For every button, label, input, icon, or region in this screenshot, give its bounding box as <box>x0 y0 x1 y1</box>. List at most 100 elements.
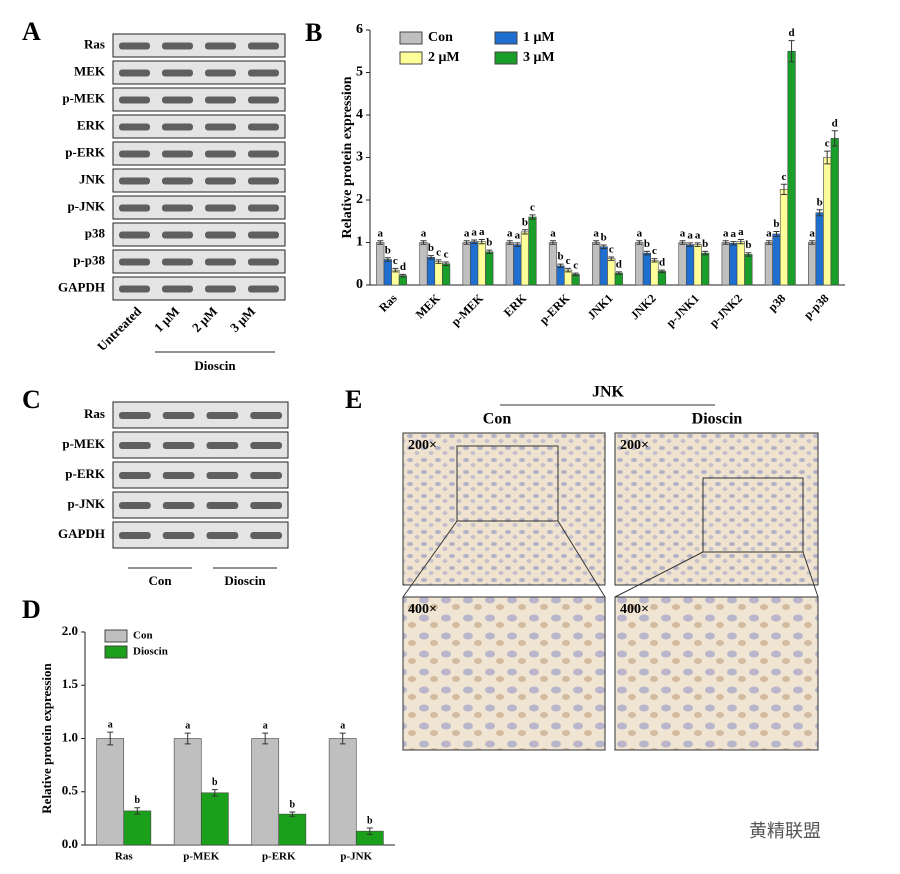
x-tick-label: p-JNK2 <box>706 291 745 330</box>
y-tick-label: 1.5 <box>62 676 79 691</box>
blot-band <box>119 204 150 212</box>
x-tick-label: p-JNK1 <box>663 291 702 330</box>
significance-letter: a <box>680 227 686 239</box>
significance-letter: b <box>428 242 434 254</box>
zoom-box <box>702 477 804 553</box>
error-bar <box>529 214 536 220</box>
ihc-column: Dioscin <box>692 411 743 428</box>
bar <box>807 242 817 286</box>
blot-band <box>119 177 150 185</box>
blot-row-label: p-JNK <box>67 496 105 511</box>
significance-letter: c <box>609 243 614 255</box>
bar <box>729 243 738 286</box>
x-tick-label: JNK2 <box>628 291 659 322</box>
error-bar <box>262 732 269 745</box>
bar <box>787 50 796 286</box>
blot-strip <box>112 222 286 247</box>
significance-letter: b <box>522 216 528 228</box>
legend-swatch <box>494 31 518 45</box>
blot-band <box>119 231 150 239</box>
blot-row-label: p-JNK <box>67 198 105 213</box>
bar <box>485 251 494 286</box>
bar <box>701 252 710 286</box>
bar <box>434 261 443 286</box>
significance-letter: d <box>400 261 406 273</box>
blot-band <box>205 258 236 266</box>
error-bar <box>600 244 607 249</box>
blot-band <box>248 69 279 77</box>
y-tick-label: 1 <box>356 235 363 250</box>
error-bar <box>730 241 737 246</box>
significance-letter: a <box>687 229 693 241</box>
significance-letter: a <box>723 227 729 239</box>
error-bar <box>134 807 141 815</box>
error-bar <box>486 249 493 255</box>
y-tick-label: 0 <box>356 277 363 292</box>
error-bar <box>788 40 795 63</box>
blot-band <box>162 472 195 479</box>
legend-label: Dioscin <box>133 646 168 658</box>
bar <box>657 271 667 286</box>
significance-letter: a <box>263 720 268 731</box>
blot-band <box>206 532 239 539</box>
blot-band <box>162 231 193 239</box>
bar <box>173 738 202 846</box>
bar <box>391 269 400 286</box>
bar <box>614 272 623 286</box>
blot-band <box>119 69 150 77</box>
blot-band <box>250 532 282 539</box>
watermark: 黄精联盟 <box>749 821 821 841</box>
significance-letter: c <box>436 246 441 258</box>
ihc-column: Con <box>483 411 512 428</box>
blot-band <box>206 502 239 509</box>
lane-label: 3 μM <box>227 304 258 335</box>
significance-letter: a <box>471 226 477 238</box>
bar <box>744 254 753 286</box>
blot-band <box>119 472 151 479</box>
bar <box>823 157 832 286</box>
blot-band <box>162 69 193 77</box>
significance-letter: b <box>212 777 218 788</box>
x-tick-label: p-MEK <box>183 851 220 863</box>
legend-label: 1 μM <box>523 30 555 45</box>
magnification: 400× <box>408 602 437 617</box>
bar <box>721 242 730 286</box>
blot-band <box>205 177 236 185</box>
blot-band <box>162 150 193 158</box>
blot-band <box>162 123 193 131</box>
significance-letter: c <box>444 249 449 261</box>
ihc-image <box>614 596 819 751</box>
bar <box>686 244 695 286</box>
bar <box>383 259 392 286</box>
error-bar <box>514 242 521 247</box>
error-bar <box>443 261 450 266</box>
legend-label: Con <box>133 630 153 642</box>
x-tick-label: p38 <box>765 291 788 314</box>
blot-band <box>205 123 236 131</box>
blot-band <box>162 177 193 185</box>
bar <box>830 138 839 286</box>
significance-letter: b <box>644 238 650 250</box>
significance-letter: b <box>557 251 563 263</box>
y-axis-title: Relative protein expression <box>39 663 54 814</box>
blot-band <box>248 123 279 131</box>
legend-swatch <box>494 51 518 65</box>
blot-band <box>162 442 195 449</box>
zoom-box <box>456 445 559 522</box>
significance-letter: a <box>695 229 701 241</box>
significance-letter: d <box>832 117 838 129</box>
blot-band <box>119 123 150 131</box>
ihc-image <box>402 432 606 586</box>
bar <box>650 260 659 286</box>
error-bar <box>765 240 772 245</box>
blot-band <box>250 472 282 479</box>
panel-label: E <box>345 385 362 414</box>
error-bar <box>816 209 823 217</box>
error-bar <box>831 130 838 147</box>
significance-letter: a <box>479 226 485 238</box>
significance-letter: c <box>782 171 787 183</box>
blot-band <box>250 412 282 419</box>
legend-swatch <box>399 31 423 45</box>
x-tick-label: p-MEK <box>448 291 486 329</box>
